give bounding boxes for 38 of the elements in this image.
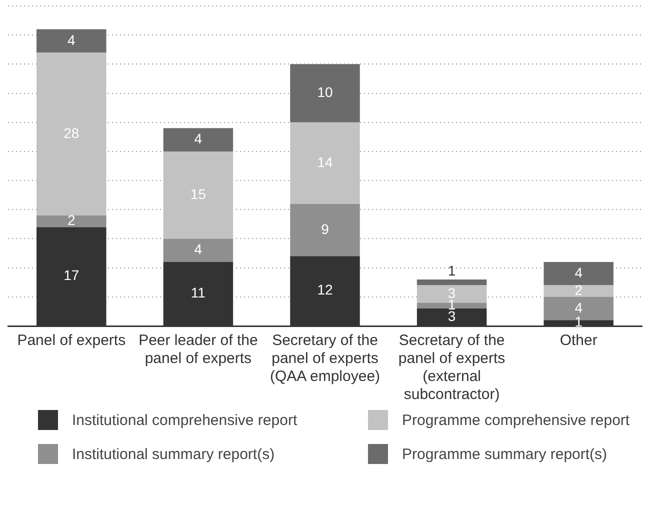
data-label: 10 — [317, 84, 333, 100]
data-label: 15 — [190, 186, 206, 202]
bar — [163, 128, 234, 152]
data-label: 2 — [574, 282, 583, 298]
bar — [416, 279, 487, 286]
data-label: 12 — [317, 282, 333, 298]
data-label: 4 — [68, 32, 76, 48]
bar — [163, 151, 234, 239]
data-label: 17 — [64, 267, 80, 284]
x-tick-label: Other — [560, 332, 598, 350]
data-label: 11 — [190, 284, 206, 301]
data-label: 4 — [194, 241, 202, 258]
data-label: 4 — [574, 299, 583, 316]
bar — [36, 29, 106, 53]
legend-label: Institutional summary report(s) — [72, 446, 275, 462]
bar — [544, 262, 614, 286]
data-label: 28 — [64, 124, 80, 141]
bar — [36, 52, 106, 216]
data-label: 1 — [448, 262, 456, 278]
data-label: 14 — [317, 154, 333, 170]
x-tick-label: Secretary of the panel of experts (QAA employee) — [270, 332, 380, 386]
legend-label: Institutional comprehensive report — [72, 412, 298, 428]
x-tick-label: Peer leader of the panel of experts — [138, 332, 258, 368]
data-label: 9 — [321, 220, 330, 237]
bar — [290, 64, 360, 122]
x-tick-label: Secretary of the panel of experts (external subcontractor) — [398, 332, 506, 404]
bar — [36, 215, 106, 228]
bar — [290, 122, 360, 204]
data-label: 4 — [574, 264, 583, 280]
data-label: 4 — [194, 130, 202, 147]
data-label: 2 — [68, 212, 76, 228]
data-label: 1 — [574, 314, 583, 330]
bar — [163, 238, 234, 262]
legend-label: Programme summary report(s) — [402, 446, 608, 462]
data-label: 3 — [448, 284, 456, 301]
bar — [544, 285, 614, 297]
x-tick-label: Panel of experts — [17, 332, 126, 350]
legend-label: Programme comprehensive report — [402, 412, 630, 428]
